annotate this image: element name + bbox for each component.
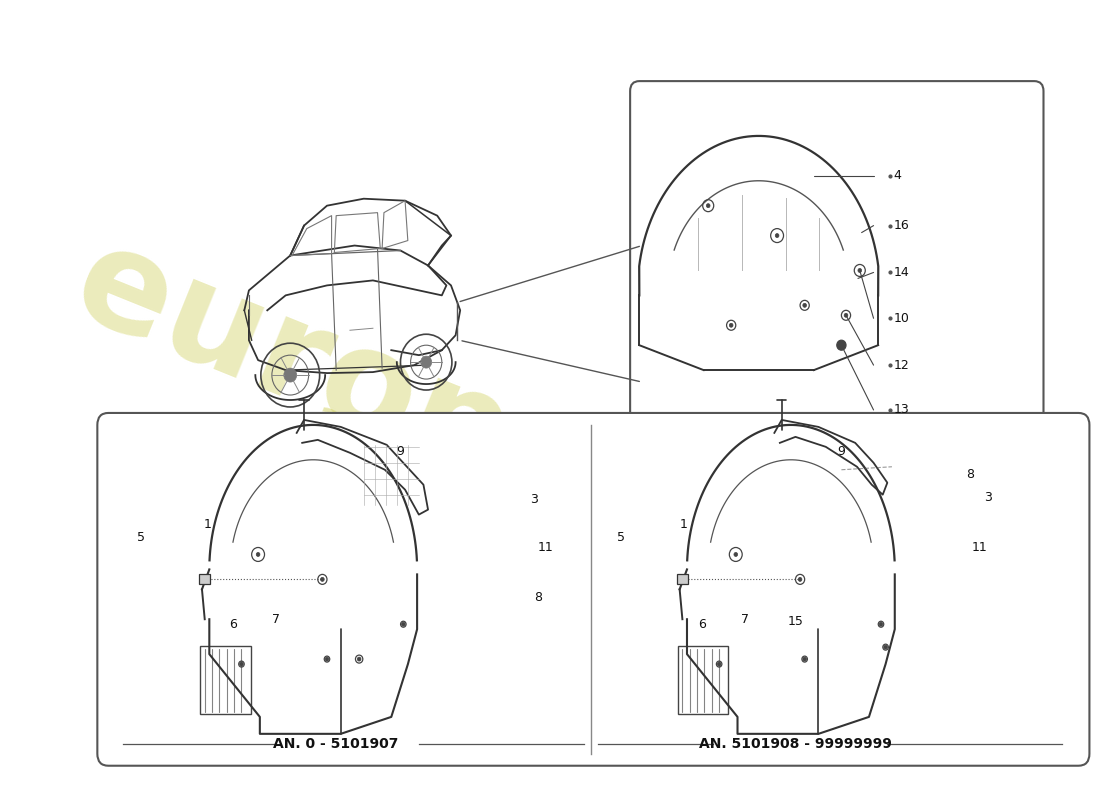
Circle shape xyxy=(883,645,888,649)
Text: 13: 13 xyxy=(894,403,910,417)
Circle shape xyxy=(256,553,260,557)
Circle shape xyxy=(803,657,806,661)
Circle shape xyxy=(706,204,710,208)
Bar xyxy=(200,646,251,714)
Circle shape xyxy=(717,662,720,666)
FancyBboxPatch shape xyxy=(97,413,1089,766)
Circle shape xyxy=(858,269,861,273)
Text: europarts: europarts xyxy=(56,214,818,626)
Text: 6: 6 xyxy=(230,618,238,630)
Text: 9: 9 xyxy=(396,446,405,458)
Circle shape xyxy=(734,553,738,557)
Circle shape xyxy=(240,662,243,666)
Circle shape xyxy=(320,578,324,582)
Bar xyxy=(678,646,728,714)
Circle shape xyxy=(837,340,846,350)
Text: 16: 16 xyxy=(894,219,910,232)
Text: 5: 5 xyxy=(138,531,145,544)
Text: 5: 5 xyxy=(617,531,625,544)
Text: a passion for parts since 1985: a passion for parts since 1985 xyxy=(311,398,894,661)
Text: AN. 5101908 - 99999999: AN. 5101908 - 99999999 xyxy=(698,737,892,751)
Text: AN. 0 - 5101907: AN. 0 - 5101907 xyxy=(274,737,399,751)
Text: 15: 15 xyxy=(788,614,803,628)
Text: 11: 11 xyxy=(971,541,987,554)
Text: 7: 7 xyxy=(741,613,749,626)
Text: 8: 8 xyxy=(535,591,542,604)
Bar xyxy=(199,574,210,584)
Text: 3: 3 xyxy=(984,491,992,504)
Circle shape xyxy=(799,578,802,582)
Text: 9: 9 xyxy=(837,446,845,458)
Circle shape xyxy=(776,234,779,238)
Circle shape xyxy=(284,368,297,382)
Text: 4: 4 xyxy=(894,170,902,182)
Circle shape xyxy=(402,622,405,626)
Text: 6: 6 xyxy=(697,618,706,630)
Bar xyxy=(676,574,688,584)
Text: 11: 11 xyxy=(538,541,553,554)
Text: 8: 8 xyxy=(966,468,974,482)
Text: 10: 10 xyxy=(894,312,910,325)
Circle shape xyxy=(729,323,733,327)
Circle shape xyxy=(879,622,883,626)
Text: 3: 3 xyxy=(530,493,538,506)
Circle shape xyxy=(803,303,806,307)
Text: 14: 14 xyxy=(894,266,910,279)
FancyBboxPatch shape xyxy=(630,81,1044,480)
Circle shape xyxy=(358,657,361,661)
Text: 7: 7 xyxy=(273,613,280,626)
Text: 12: 12 xyxy=(894,358,910,372)
Circle shape xyxy=(844,314,848,318)
Text: 1: 1 xyxy=(680,518,688,531)
Text: 1: 1 xyxy=(204,518,211,531)
Circle shape xyxy=(326,657,329,661)
Circle shape xyxy=(420,356,431,368)
